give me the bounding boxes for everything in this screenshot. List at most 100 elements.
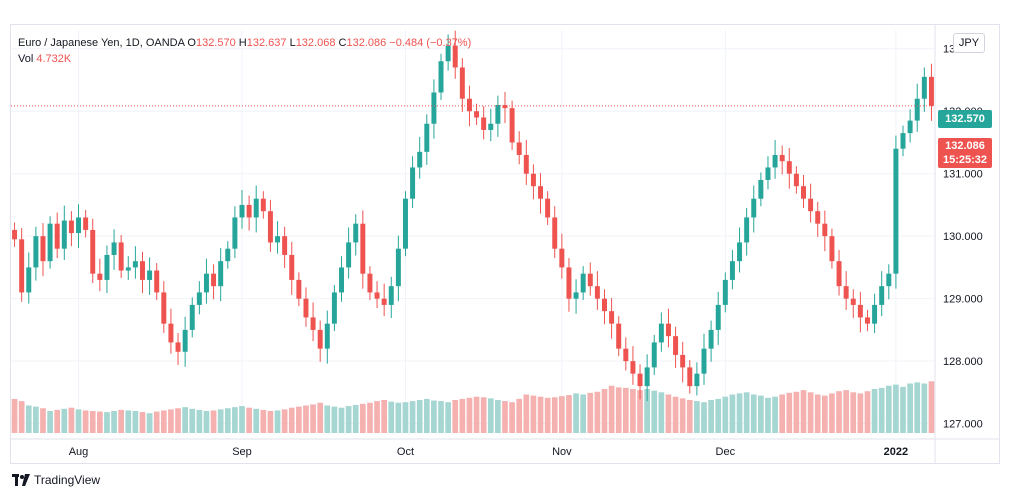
- legend-price-row: Euro / Japanese Yen, 1D, OANDA O132.570 …: [18, 35, 471, 51]
- candle-body: [196, 292, 202, 305]
- volume-bar: [573, 393, 579, 433]
- candle-body: [12, 229, 18, 240]
- volume-bar: [779, 394, 786, 433]
- price-chart[interactable]: 127.000128.000129.000130.000131.000132.0…: [11, 25, 999, 463]
- volume-bar: [303, 405, 309, 433]
- volume-bar: [907, 383, 913, 433]
- volume-bar: [544, 397, 551, 433]
- candle-body: [410, 167, 416, 199]
- candle-body: [829, 236, 835, 262]
- volume-bar: [352, 404, 359, 433]
- candle-body: [843, 286, 849, 299]
- candle-body: [644, 367, 650, 387]
- volume-bar: [800, 390, 807, 433]
- volume-bar: [743, 392, 750, 433]
- volume-bar: [189, 408, 196, 433]
- candle-body: [175, 342, 181, 352]
- volume-bar: [416, 400, 423, 433]
- candle-body: [751, 198, 757, 218]
- candle-body: [481, 117, 487, 130]
- volume-bar: [203, 411, 210, 433]
- volume-bar: [381, 400, 387, 433]
- candle-body: [538, 186, 544, 199]
- candle-body: [658, 323, 664, 343]
- candle-body: [125, 267, 131, 271]
- candle-body: [317, 329, 323, 349]
- candle-body: [609, 311, 615, 324]
- candle-body: [822, 223, 828, 237]
- candle-body: [545, 198, 551, 218]
- candle-body: [808, 198, 814, 212]
- candle-body: [587, 273, 593, 287]
- candle-body: [758, 179, 764, 199]
- volume-value: 4.732K: [36, 53, 72, 65]
- candle-body: [701, 348, 707, 374]
- volume-bar: [175, 408, 181, 433]
- chart-frame[interactable]: 127.000128.000129.000130.000131.000132.0…: [10, 24, 1000, 464]
- volume-bar: [274, 410, 281, 433]
- volume-bar: [402, 402, 409, 433]
- volume-bar: [232, 407, 238, 433]
- candle-body: [466, 98, 472, 112]
- currency-button[interactable]: JPY: [953, 33, 985, 53]
- volume-bar: [850, 392, 857, 433]
- candle-body: [417, 151, 423, 168]
- volume-bar: [736, 393, 743, 433]
- volume-bar: [47, 411, 53, 433]
- volume-bar: [153, 411, 160, 433]
- volume-bar: [829, 393, 835, 433]
- y-tick-label: 127.000: [943, 419, 983, 431]
- volume-bar: [928, 381, 935, 433]
- volume-bar: [701, 402, 707, 433]
- candle-body: [154, 270, 160, 293]
- candle-body: [275, 236, 281, 243]
- candle-body: [147, 270, 153, 280]
- tradingview-logo-icon: [12, 474, 30, 486]
- tradingview-brand[interactable]: TradingView: [34, 473, 101, 487]
- volume-bar: [409, 401, 416, 433]
- candle-body: [665, 323, 671, 337]
- volume-bar: [296, 406, 302, 433]
- volume-bar: [324, 405, 331, 433]
- candle-body: [772, 154, 778, 168]
- volume-bar: [637, 390, 643, 433]
- legend-volume-row: Vol 4.732K: [18, 51, 471, 67]
- volume-bar: [367, 402, 373, 433]
- x-tick-label: Aug: [69, 446, 89, 458]
- volume-bar: [473, 396, 480, 433]
- candle-body: [225, 248, 231, 262]
- candle-body: [523, 154, 529, 174]
- volume-bar: [630, 389, 636, 433]
- candle-body: [33, 236, 39, 268]
- candle-body: [495, 104, 501, 124]
- volume-bar: [466, 397, 473, 433]
- volume-bar: [423, 398, 430, 433]
- volume-bar: [551, 397, 558, 433]
- volume-bar: [317, 402, 324, 433]
- candle-body: [616, 323, 622, 349]
- volume-bar: [559, 396, 565, 433]
- volume-bar: [182, 407, 188, 433]
- volume-bar: [694, 401, 700, 433]
- volume-bar: [594, 391, 601, 433]
- legend: Euro / Japanese Yen, 1D, OANDA O132.570 …: [18, 35, 471, 67]
- candle-body: [140, 261, 145, 280]
- volume-bar: [900, 386, 906, 433]
- volume-bar: [622, 387, 629, 433]
- volume-bar: [267, 411, 274, 433]
- candle-body: [729, 261, 735, 280]
- candle-body: [836, 261, 842, 287]
- candle-body: [708, 329, 714, 349]
- y-tick-label: 130.000: [943, 231, 983, 243]
- volume-bar: [217, 409, 224, 433]
- candle-body: [474, 111, 480, 118]
- candle-body: [353, 223, 359, 243]
- volume-bar: [537, 396, 544, 433]
- volume-bar: [615, 387, 622, 433]
- candle-body: [218, 261, 224, 287]
- candle-body: [452, 45, 458, 68]
- volume-bar: [253, 408, 260, 433]
- volume-bar: [338, 407, 345, 433]
- candle-body: [580, 273, 586, 293]
- candle-body: [267, 211, 273, 243]
